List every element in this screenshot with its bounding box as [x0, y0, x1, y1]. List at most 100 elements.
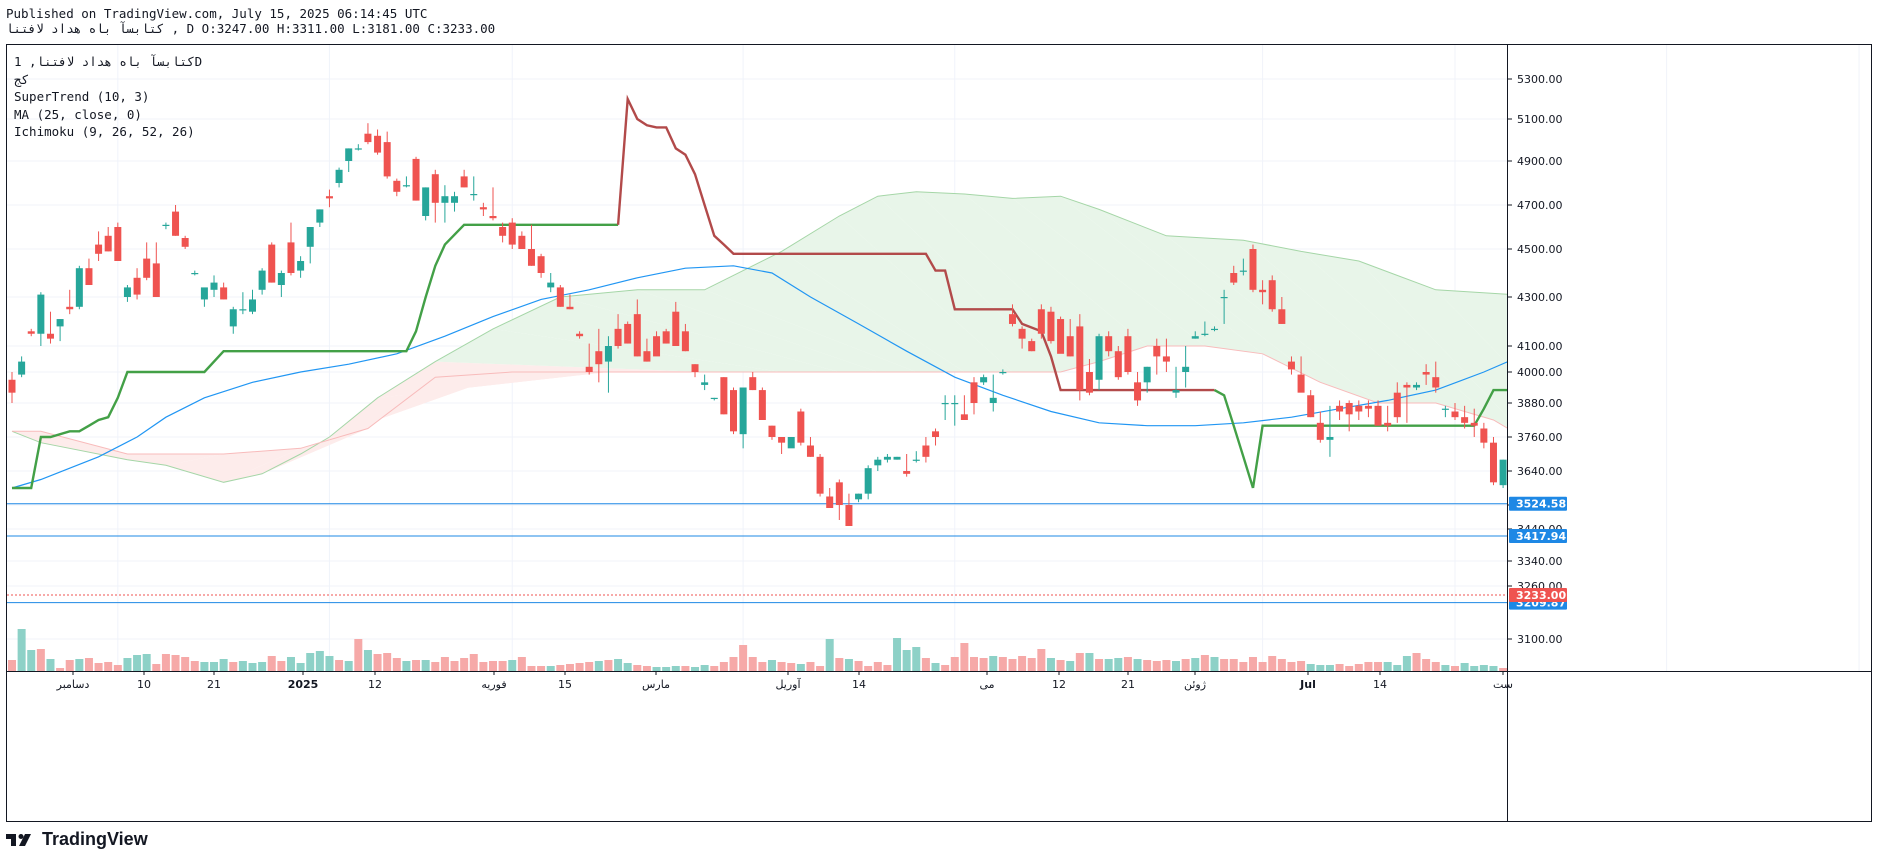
volume-bar[interactable]	[286, 657, 295, 671]
candle-body[interactable]	[1422, 372, 1430, 375]
volume-bar[interactable]	[392, 658, 401, 671]
candle-body[interactable]	[1489, 442, 1497, 483]
volume-bar[interactable]	[1210, 657, 1219, 671]
volume-bar[interactable]	[825, 639, 834, 671]
volume-bar[interactable]	[527, 666, 536, 671]
candle-body[interactable]	[499, 227, 507, 236]
candle-body[interactable]	[1057, 319, 1065, 354]
volume-bar[interactable]	[998, 657, 1007, 671]
candle-body[interactable]	[56, 319, 64, 327]
volume-bar[interactable]	[941, 665, 950, 671]
candle-body[interactable]	[8, 379, 16, 393]
candle-body[interactable]	[37, 294, 45, 334]
volume-bar[interactable]	[989, 656, 998, 671]
volume-bar[interactable]	[123, 658, 132, 671]
candle-body[interactable]	[758, 390, 766, 420]
volume-bar[interactable]	[460, 658, 469, 671]
candle-body[interactable]	[383, 142, 391, 177]
candle-body[interactable]	[162, 224, 170, 226]
volume-bar[interactable]	[46, 659, 55, 671]
candle-body[interactable]	[1461, 417, 1469, 423]
candle-body[interactable]	[1586, 526, 1593, 535]
volume-bar[interactable]	[671, 666, 680, 671]
level-price-badge[interactable]: 3417.94	[1516, 530, 1566, 543]
candle-body[interactable]	[1114, 351, 1122, 378]
volume-bar[interactable]	[912, 647, 921, 671]
volume-bar[interactable]	[1479, 665, 1488, 671]
candle-body[interactable]	[1201, 333, 1209, 335]
candle-body[interactable]	[864, 468, 872, 494]
candle-body[interactable]	[46, 333, 54, 339]
candle-body[interactable]	[1470, 422, 1478, 426]
volume-bar[interactable]	[970, 657, 978, 671]
volume-bar[interactable]	[1277, 659, 1286, 671]
volume-bar[interactable]	[181, 657, 190, 671]
candle-body[interactable]	[181, 238, 189, 247]
volume-bar[interactable]	[1509, 669, 1517, 671]
candle-body[interactable]	[1211, 328, 1218, 331]
candle-body[interactable]	[479, 207, 487, 210]
candle-body[interactable]	[903, 471, 911, 474]
volume-bar[interactable]	[1451, 666, 1459, 671]
candle-body[interactable]	[402, 185, 410, 187]
supertrend-up-line[interactable]	[1213, 389, 1255, 489]
volume-bar[interactable]	[450, 661, 459, 671]
volume-bar[interactable]	[1008, 659, 1017, 671]
volume-bar[interactable]	[440, 657, 449, 671]
candle-body[interactable]	[1230, 273, 1238, 283]
candle-body[interactable]	[556, 287, 564, 307]
volume-bar[interactable]	[1383, 662, 1392, 671]
candle-body[interactable]	[710, 397, 718, 400]
candle-body[interactable]	[989, 397, 997, 403]
candle-body[interactable]	[114, 227, 122, 261]
volume-bar[interactable]	[498, 661, 507, 671]
candle-body[interactable]	[835, 482, 843, 505]
volume-bar[interactable]	[1615, 652, 1623, 671]
candle-body[interactable]	[604, 346, 612, 362]
candle-body[interactable]	[123, 287, 131, 297]
candle-body[interactable]	[874, 459, 882, 466]
volume-bar[interactable]	[633, 665, 642, 671]
candle-body[interactable]	[980, 377, 988, 383]
volume-bar[interactable]	[238, 661, 247, 671]
candle-body[interactable]	[1239, 270, 1247, 272]
candle-body[interactable]	[1066, 336, 1074, 357]
volume-bar[interactable]	[65, 660, 74, 671]
volume-bar[interactable]	[1297, 661, 1306, 671]
candle-body[interactable]	[566, 306, 574, 310]
volume-bar[interactable]	[1066, 661, 1075, 671]
candle-body[interactable]	[701, 382, 709, 385]
candle-body[interactable]	[172, 211, 180, 236]
candle-body[interactable]	[1249, 249, 1257, 290]
supertrend-up-line[interactable]	[12, 223, 619, 490]
volume-bar[interactable]	[604, 660, 613, 671]
volume-bar[interactable]	[748, 657, 757, 671]
volume-bar[interactable]	[1518, 670, 1526, 671]
candle-body[interactable]	[691, 364, 699, 372]
volume-bar[interactable]	[402, 661, 411, 671]
volume-bar[interactable]	[1316, 665, 1325, 671]
volume-bar[interactable]	[1229, 659, 1238, 671]
candle-body[interactable]	[85, 268, 93, 285]
volume-bar[interactable]	[1220, 659, 1229, 671]
volume-bar[interactable]	[1393, 665, 1402, 671]
candle-body[interactable]	[614, 328, 622, 346]
volume-bar[interactable]	[1248, 657, 1257, 671]
volume-bar[interactable]	[931, 663, 940, 671]
candle-body[interactable]	[1287, 361, 1295, 370]
candle-body[interactable]	[297, 261, 305, 271]
candle-body[interactable]	[1654, 590, 1661, 595]
volume-bar[interactable]	[893, 638, 902, 671]
candle-body[interactable]	[1028, 341, 1036, 352]
volume-bar[interactable]	[27, 650, 36, 671]
candle-body[interactable]	[672, 311, 680, 346]
volume-bar[interactable]	[1306, 664, 1315, 671]
volume-bar[interactable]	[796, 664, 805, 671]
volume-bar[interactable]	[1123, 657, 1132, 671]
candle-body[interactable]	[768, 425, 776, 437]
volume-bar[interactable]	[575, 663, 584, 671]
volume-bar[interactable]	[1095, 659, 1104, 671]
candle-body[interactable]	[1393, 392, 1401, 418]
volume-bar[interactable]	[431, 662, 440, 671]
volume-bar[interactable]	[585, 662, 594, 671]
